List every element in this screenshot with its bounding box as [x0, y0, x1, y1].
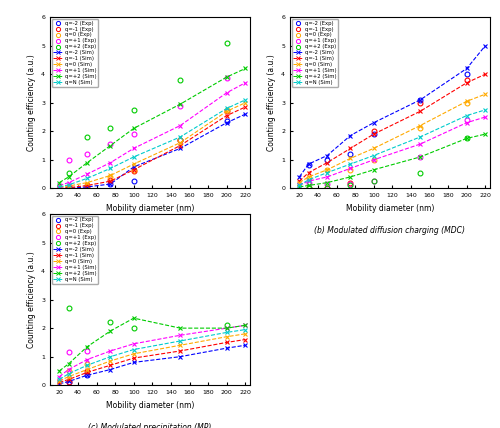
- X-axis label: Mobility diameter (nm): Mobility diameter (nm): [106, 401, 194, 410]
- X-axis label: Mobility diameter (nm): Mobility diameter (nm): [106, 204, 194, 213]
- Y-axis label: Counting efficiency (a.u.): Counting efficiency (a.u.): [266, 54, 276, 151]
- Text: (a) Steady state (SS): (a) Steady state (SS): [110, 226, 190, 235]
- Y-axis label: Counting efficiency (a.u.): Counting efficiency (a.u.): [26, 54, 36, 151]
- Y-axis label: Counting efficiency (a.u.): Counting efficiency (a.u.): [26, 251, 36, 348]
- Text: (b) Modulated diffusion charging (MDC): (b) Modulated diffusion charging (MDC): [314, 226, 466, 235]
- Legend: q=-2 (Exp), q=-1 (Exp), q=0 (Exp), q=+1 (Exp), q=+2 (Exp), q=-2 (Sim), q=-1 (Sim: q=-2 (Exp), q=-1 (Exp), q=0 (Exp), q=+1 …: [52, 216, 98, 284]
- X-axis label: Mobility diameter (nm): Mobility diameter (nm): [346, 204, 434, 213]
- Text: (c) Modulated precipitation (MP): (c) Modulated precipitation (MP): [88, 423, 212, 428]
- Legend: q=-2 (Exp), q=-1 (Exp), q=0 (Exp), q=+1 (Exp), q=+2 (Exp), q=-2 (Sim), q=-1 (Sim: q=-2 (Exp), q=-1 (Exp), q=0 (Exp), q=+1 …: [292, 19, 338, 87]
- Legend: q=-2 (Exp), q=-1 (Exp), q=0 (Exp), q=+1 (Exp), q=+2 (Exp), q=-2 (Sim), q=-1 (Sim: q=-2 (Exp), q=-1 (Exp), q=0 (Exp), q=+1 …: [52, 19, 98, 87]
